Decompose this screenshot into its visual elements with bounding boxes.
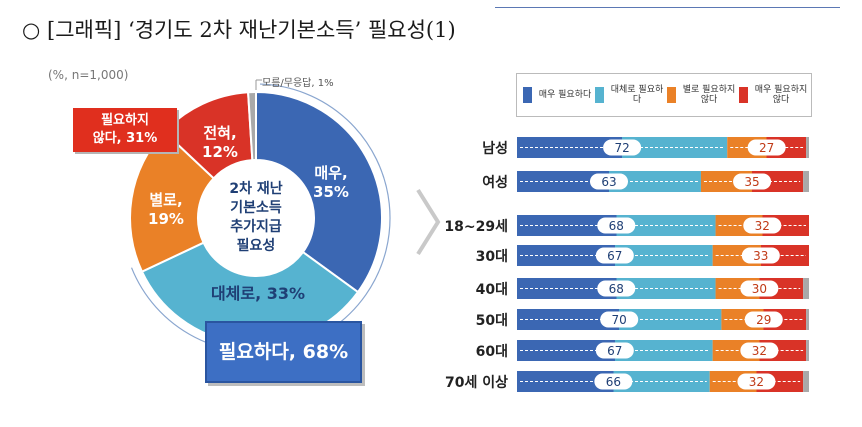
slice-label-fairly-needed: 대체로, 33%: [193, 284, 323, 303]
bar-segment-unknown: [803, 278, 809, 299]
center-line: 추가지급: [230, 219, 282, 235]
bar-value-positive-pill: [597, 217, 636, 234]
bar-value-negative: 32: [752, 344, 767, 358]
bar-value-negative-pill: [737, 373, 776, 390]
bar-value-positive-pill: [589, 173, 628, 190]
page-title: ○ [그래픽] ‘경기도 2차 재난기본소득’ 필요성(1): [22, 18, 456, 42]
bar-value-negative-pill: [744, 311, 783, 328]
bar-value-negative: 29: [756, 313, 771, 327]
row-label: 40대: [475, 282, 508, 298]
bar-value-negative: 32: [755, 219, 770, 233]
bar-value-negative-pill: [747, 139, 786, 156]
legend-label: 매우 필요하지 않다: [754, 85, 808, 105]
bar-value-negative-pill: [741, 247, 780, 264]
bar-value-negative-pill: [743, 217, 782, 234]
bar-value-negative-pill: [740, 280, 779, 297]
slice-label-not-at-all: 전혀, 12%: [180, 124, 260, 162]
bar-row: 68 32: [517, 215, 809, 236]
bar-value-positive-pill: [597, 280, 636, 297]
bar-row: 68 30: [517, 278, 809, 299]
bar-value-positive: 72: [614, 141, 629, 155]
bar-segment-unknown: [806, 137, 809, 158]
positive-total-callout: 필요하다, 68%: [205, 321, 362, 383]
bar-rows: 72 27 63 35 68 32 67 33 68 30 70 29 67 32 66 32: [517, 137, 809, 392]
header-rule: [495, 7, 840, 8]
center-line: 필요성: [236, 238, 276, 254]
row-label: 18~29세: [444, 219, 508, 235]
slice-label-very-needed: 매우, 35%: [291, 164, 371, 202]
center-line: 2차 재난: [229, 181, 283, 197]
sample-note: (%, n=1,000): [48, 68, 129, 82]
bar-value-positive: 70: [612, 313, 627, 327]
bar-value-positive-pill: [603, 139, 642, 156]
donut-chart: [129, 79, 391, 353]
bar-value-positive: 68: [609, 282, 624, 296]
bar-value-positive-pill: [595, 247, 634, 264]
bar-value-positive: 63: [601, 175, 616, 189]
bar-row: 67 32: [517, 340, 809, 361]
bar-segment-unknown: [803, 371, 809, 392]
slice-label-name: 매우,: [314, 164, 348, 182]
row-label: 30대: [475, 249, 508, 265]
bar-value-positive-pill: [595, 342, 634, 359]
bar-value-positive: 67: [607, 344, 622, 358]
bar-value-negative-pill: [740, 342, 779, 359]
bar-row: 72 27: [517, 137, 809, 158]
slice-label-name: 대체로, 33%: [210, 284, 306, 303]
row-label: 남성: [482, 141, 508, 157]
legend-swatch: [667, 87, 676, 103]
bar-value-positive: 67: [607, 249, 622, 263]
bar-value-negative: 27: [759, 141, 774, 155]
row-label: 70세 이상: [445, 375, 508, 391]
legend-label: 대체로 필요하다: [610, 85, 664, 105]
legend-swatch: [523, 87, 532, 103]
center-line: 기본소득: [230, 200, 282, 216]
bar-value-positive-pill: [600, 311, 639, 328]
bar-row: 67 33: [517, 245, 809, 266]
legend-label: 매우 필요하다: [538, 90, 592, 100]
slice-label-value: 19%: [148, 210, 184, 228]
bar-segment-unknown: [806, 309, 809, 330]
legend-label: 별로 필요하지 않다: [682, 85, 736, 105]
bar-value-negative: 32: [749, 375, 764, 389]
slice-label-name: 별로,: [149, 191, 183, 209]
bar-value-negative-pill: [733, 173, 772, 190]
row-label: 여성: [482, 175, 508, 191]
negative-total-callout: 필요하지 않다, 31%: [73, 108, 177, 152]
slice-label-value: 12%: [202, 143, 238, 161]
slice-label-name: 전혀,: [203, 124, 237, 142]
bar-segment-unknown: [806, 340, 809, 361]
slice-label-not-really: 별로, 19%: [126, 191, 206, 229]
bar-value-negative: 35: [744, 175, 759, 189]
bar-row: 70 29: [517, 309, 809, 330]
row-label: 50대: [475, 313, 508, 329]
arrow-chevron-icon: [416, 188, 441, 256]
bar-row: 63 35: [517, 171, 809, 192]
callout-line: 필요하지: [101, 113, 149, 128]
bar-value-positive: 68: [609, 219, 624, 233]
legend: 매우 필요하다 대체로 필요하다 별로 필요하지 않다 매우 필요하지 않다: [516, 73, 812, 117]
donut-hole: [198, 160, 314, 276]
bar-value-positive: 66: [606, 375, 621, 389]
legend-swatch: [595, 87, 604, 103]
bar-value-positive-pill: [594, 373, 633, 390]
row-label: 60대: [475, 344, 508, 360]
positive-bracket-arc: [130, 83, 391, 353]
legend-swatch: [739, 87, 748, 103]
bar-row: 66 32: [517, 371, 809, 392]
bar-value-negative: 30: [752, 282, 767, 296]
bar-segment-unknown: [803, 171, 809, 192]
callout-line: 않다, 31%: [92, 131, 158, 146]
donut-center-label: 2차 재난 기본소득 추가지급 필요성: [196, 180, 316, 256]
unknown-slice-label: 모름/무응답, 1%: [262, 78, 334, 89]
slice-label-value: 35%: [313, 183, 349, 201]
bar-value-negative: 33: [753, 249, 768, 263]
